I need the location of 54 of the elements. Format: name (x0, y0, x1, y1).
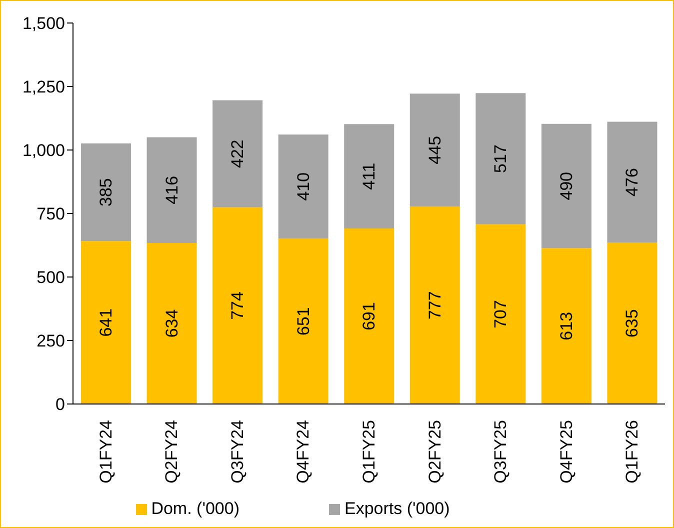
bar (212, 100, 263, 208)
data-label: 777 (425, 291, 444, 320)
x-tick-label: Q4FY25 (556, 420, 576, 484)
bar (541, 248, 592, 404)
bar (344, 124, 394, 228)
data-label: 691 (360, 302, 379, 330)
x-tick-label: Q2FY25 (425, 420, 444, 484)
data-label: 634 (162, 309, 182, 338)
bar (81, 143, 131, 242)
bar (212, 207, 263, 404)
bar (607, 242, 658, 404)
bar (81, 241, 131, 404)
x-tick-label: Q1FY25 (360, 420, 378, 484)
x-tick-label: Q2FY24 (162, 420, 182, 484)
x-tick-label: Q1FY26 (622, 420, 642, 484)
data-label: 517 (491, 144, 510, 173)
x-tick-label: Q1FY24 (96, 420, 116, 484)
data-label: 774 (228, 292, 248, 320)
y-tick-label: 1,000 (22, 141, 65, 160)
legend-label: Exports ('000) (344, 499, 450, 518)
y-tick-label: 1,250 (22, 78, 65, 97)
bar (146, 242, 197, 404)
bar (278, 238, 328, 404)
data-label: 410 (294, 172, 313, 201)
data-label: 416 (162, 176, 182, 204)
bar (607, 122, 658, 243)
data-label: 635 (622, 309, 642, 338)
data-label: 641 (96, 308, 116, 337)
data-label: 651 (294, 307, 313, 336)
x-tick-label: Q3FY25 (491, 420, 510, 484)
bar (344, 228, 394, 404)
data-label: 476 (622, 168, 642, 196)
y-tick-label: 0 (56, 395, 65, 414)
data-label: 411 (360, 162, 379, 190)
data-label: 707 (491, 300, 510, 328)
bar (146, 137, 197, 243)
y-tick-label: 1,500 (22, 14, 65, 34)
y-tick-label: 500 (36, 268, 65, 288)
legend-label: Dom. ('000) (151, 499, 240, 518)
x-tick-label: Q4FY24 (294, 420, 313, 484)
data-label: 445 (425, 136, 444, 164)
x-tick-label: Q3FY24 (228, 420, 247, 484)
y-tick-label: 250 (36, 332, 65, 351)
bar (278, 134, 328, 239)
data-label: 422 (228, 140, 248, 168)
bar (541, 124, 592, 248)
bar (476, 93, 526, 224)
bar (410, 94, 460, 207)
bar (410, 206, 460, 404)
data-label: 613 (556, 312, 576, 340)
data-label: 490 (556, 172, 576, 200)
bar (476, 224, 526, 404)
data-label: 385 (96, 178, 116, 206)
y-tick-label: 750 (36, 204, 65, 224)
